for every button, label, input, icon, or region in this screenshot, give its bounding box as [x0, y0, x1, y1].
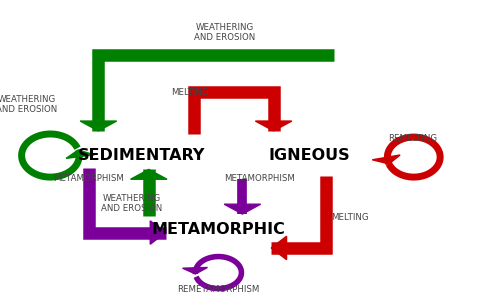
Text: SEDIMENTARY: SEDIMENTARY: [78, 148, 205, 163]
Text: METAMORPHISM: METAMORPHISM: [53, 174, 124, 183]
Polygon shape: [255, 121, 292, 131]
Text: WEATHERING
AND EROSION: WEATHERING AND EROSION: [0, 95, 57, 114]
Text: METAMORPHIC: METAMORPHIC: [152, 222, 285, 237]
Text: IGNEOUS: IGNEOUS: [269, 148, 350, 163]
Polygon shape: [271, 236, 287, 260]
Polygon shape: [150, 221, 166, 244]
Polygon shape: [372, 155, 400, 164]
Text: MELTING: MELTING: [171, 88, 208, 97]
Polygon shape: [224, 204, 261, 214]
Text: REMELTING: REMELTING: [388, 134, 437, 143]
Text: METAMORPHISM: METAMORPHISM: [224, 174, 295, 183]
Polygon shape: [66, 150, 95, 158]
Polygon shape: [80, 121, 117, 131]
Text: MELTING: MELTING: [332, 213, 369, 222]
Text: REMETAMORPHISM: REMETAMORPHISM: [177, 285, 260, 294]
Polygon shape: [182, 267, 207, 274]
Polygon shape: [131, 169, 167, 179]
Text: WEATHERING
AND EROSION: WEATHERING AND EROSION: [101, 194, 163, 213]
Text: WEATHERING
AND EROSION: WEATHERING AND EROSION: [194, 23, 255, 42]
